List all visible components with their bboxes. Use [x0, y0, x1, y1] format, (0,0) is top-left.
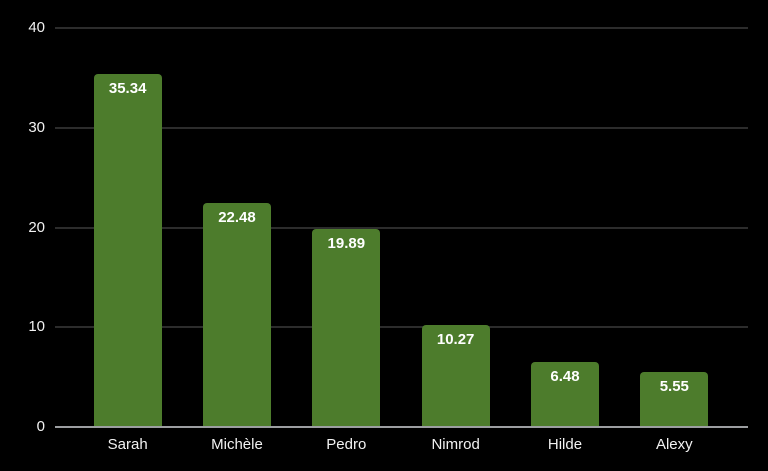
bar-pedro: 19.89 [312, 228, 381, 427]
y-tick-label: 30 [28, 118, 45, 136]
y-tick-label: 40 [28, 19, 45, 36]
bar-sarah: 35.34 [93, 74, 162, 427]
gridline [55, 126, 748, 129]
gridline [55, 226, 748, 229]
x-category-label: Nimrod [431, 436, 480, 453]
bar-value-label: 19.89 [327, 234, 366, 252]
bar-value-label: 6.48 [550, 368, 580, 386]
y-tick-label: 0 [36, 418, 45, 435]
x-axis-line [55, 426, 748, 428]
bar-michele: 22.48 [202, 202, 271, 427]
bar-hilde: 6.48 [530, 362, 599, 427]
bar-value-label: 22.48 [218, 208, 256, 226]
x-category-label: Pedro [326, 436, 367, 453]
x-category-label: Hilde [547, 436, 583, 453]
bar-band: 22.48 [182, 28, 291, 427]
x-axis: Sarah Michèle Pedro Nimrod Hilde Alexy [55, 436, 748, 453]
x-category-label: Alexy [655, 436, 693, 453]
bar-band: 19.89 [292, 28, 401, 427]
plot-area: 35.34 22.48 19.89 10.27 6.48 5.55 [55, 27, 748, 428]
y-tick-label: 20 [28, 218, 45, 236]
bars: 35.34 22.48 19.89 10.27 6.48 5.55 [73, 28, 729, 427]
bar-value-label: 10.27 [436, 330, 475, 348]
bar-band: 5.55 [620, 28, 729, 427]
bar-band: 35.34 [73, 28, 182, 427]
bar-band: 6.48 [510, 28, 619, 427]
bar-nimrod: 10.27 [421, 324, 490, 427]
gridline [55, 326, 748, 329]
bar-alexy: 5.55 [640, 371, 709, 427]
bar-value-label: 5.55 [659, 377, 689, 395]
x-category-label: Sarah [107, 436, 148, 453]
bar-band: 10.27 [401, 28, 510, 427]
gridline [55, 27, 748, 29]
y-tick-label: 10 [28, 318, 45, 336]
bar-value-label: 35.34 [108, 80, 147, 98]
x-category-label: Michèle [211, 436, 263, 453]
y-axis: 0 10 20 30 40 [0, 19, 45, 435]
